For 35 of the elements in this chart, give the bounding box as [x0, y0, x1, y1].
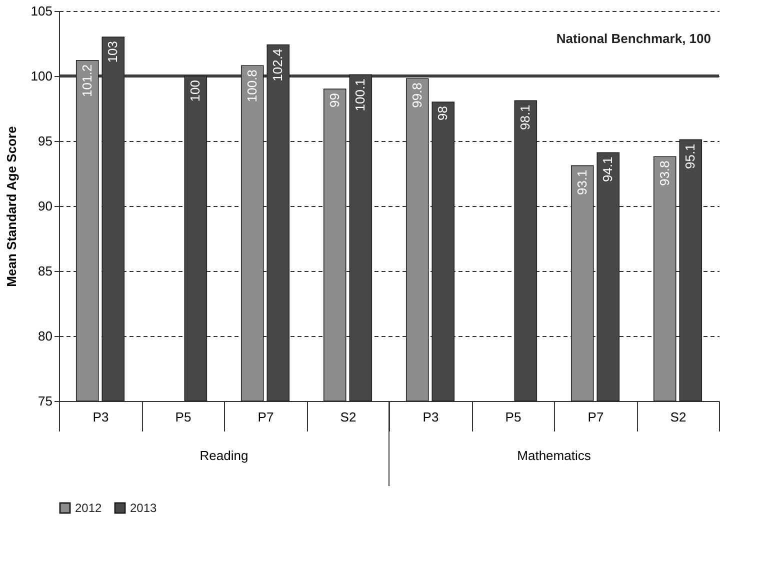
- y-tick-label: 95: [38, 134, 52, 148]
- y-tick-label: 75: [38, 394, 52, 408]
- x-tick-label: S2: [670, 410, 686, 424]
- data-label: 98.1: [518, 104, 533, 130]
- data-label: 98: [435, 106, 450, 120]
- y-tick-label: 100: [30, 68, 52, 84]
- y-tick-label: 90: [38, 198, 52, 214]
- x-tick-label: P7: [258, 410, 274, 424]
- data-label: 100.1: [352, 78, 368, 112]
- data-label: 103: [105, 41, 120, 63]
- data-label: 100: [188, 80, 203, 102]
- legend-label: 2013: [130, 501, 158, 515]
- text: Mathematics: [517, 448, 592, 463]
- data-label: 101.2: [79, 64, 94, 97]
- x-tick-label: P3: [422, 410, 439, 424]
- data-label: 94.1: [600, 156, 616, 182]
- y-tick-label: 80: [38, 328, 52, 344]
- data-label: 102.4: [270, 48, 286, 82]
- data-label: 93.8: [656, 160, 672, 186]
- x-tick-label: P5: [505, 410, 522, 424]
- x-tick-label: P7: [588, 410, 604, 424]
- y-tick-label: 85: [38, 264, 52, 278]
- x-tick-label: P3: [92, 410, 109, 424]
- x-tick-label: S2: [340, 410, 356, 424]
- x-tick-label: P5: [175, 410, 192, 424]
- data-label: 95.1: [682, 144, 698, 170]
- data-label: 93.1: [574, 170, 590, 196]
- text: Reading: [200, 448, 248, 463]
- ref-line-label: National Benchmark, 100: [556, 31, 711, 46]
- data-label: 99.8: [409, 82, 424, 108]
- data-label: 99: [326, 93, 342, 108]
- y-axis-title: Mean Standard Age Score: [4, 126, 19, 287]
- legend-label: 2012: [75, 501, 102, 515]
- y-tick-label: 105: [30, 4, 52, 18]
- data-label: 100.8: [244, 70, 260, 102]
